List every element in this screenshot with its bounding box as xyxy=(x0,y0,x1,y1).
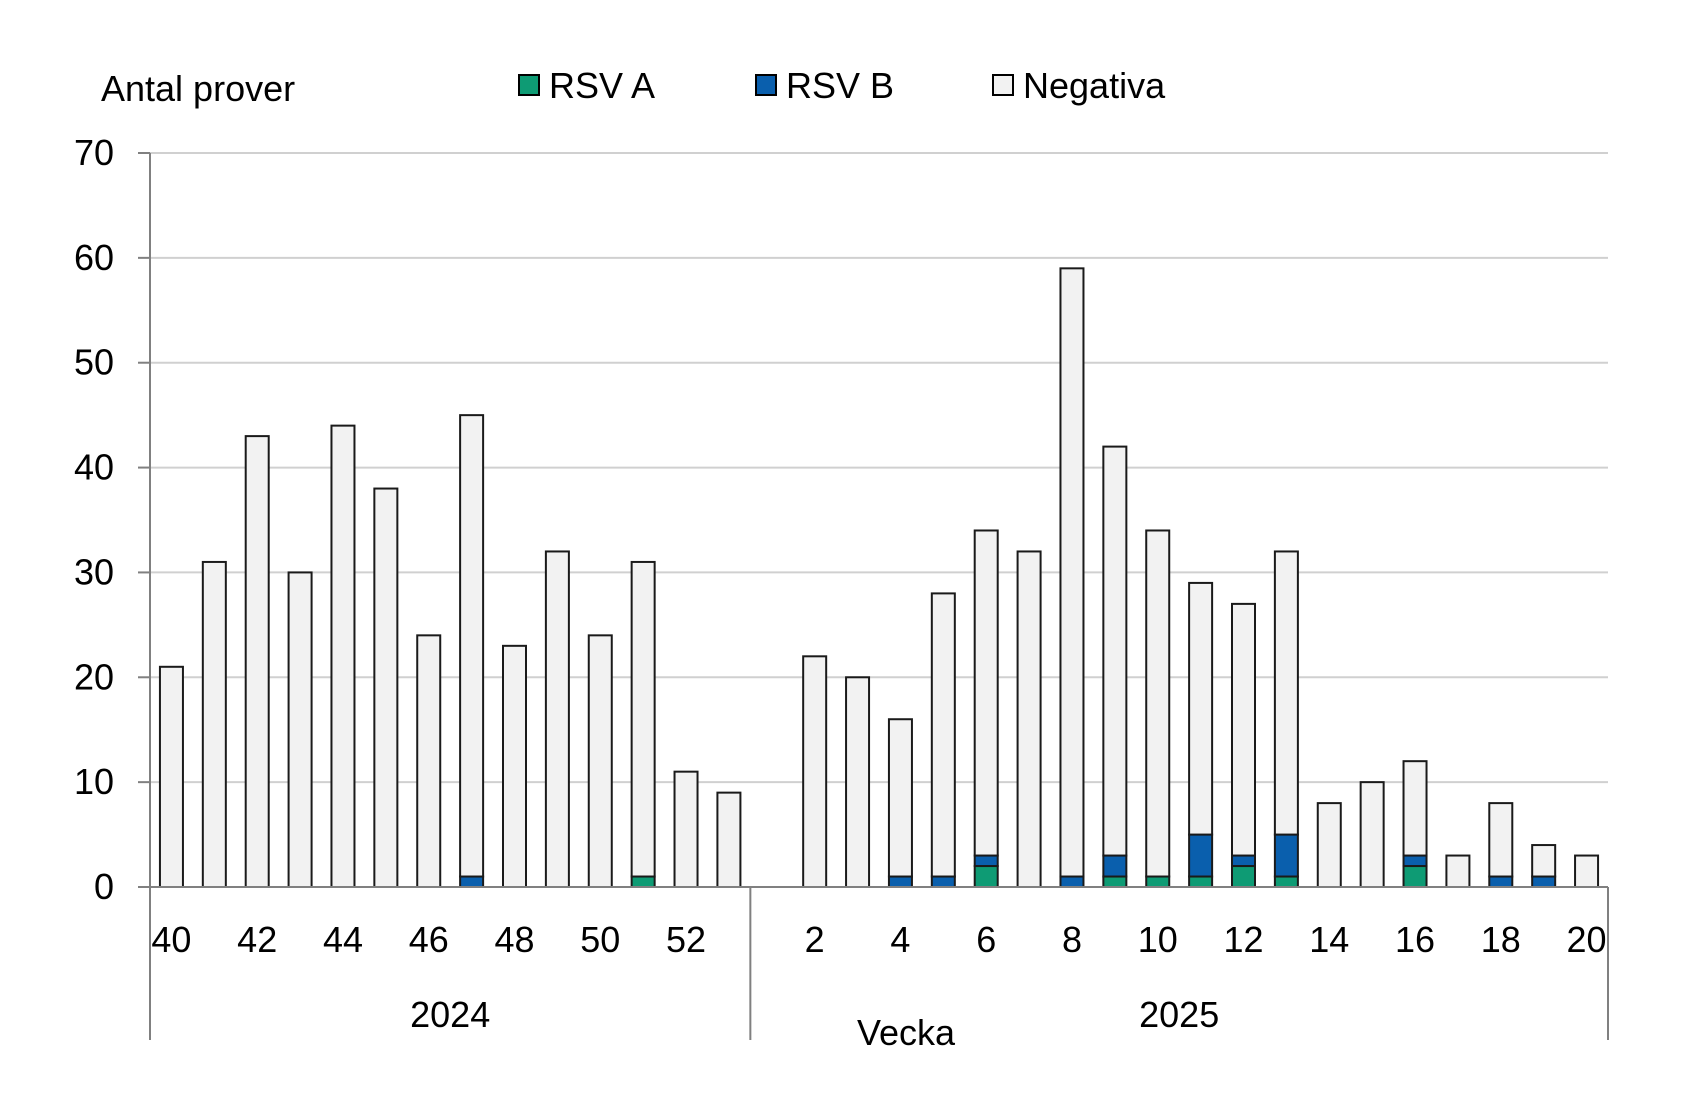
bar-rsv-b-week-12 xyxy=(1231,854,1256,868)
legend-label-negativa: Negativa xyxy=(1023,65,1166,106)
bar-negativa-week-43 xyxy=(287,571,313,889)
x-tick-label-4: 4 xyxy=(890,919,910,960)
y-tick-label-0: 0 xyxy=(94,866,114,907)
bar-rsv-b-week-4 xyxy=(887,875,913,888)
y-tick-label-10: 10 xyxy=(74,761,114,802)
legend-label-rsv-b: RSV B xyxy=(786,65,894,106)
bar-negativa-week-2 xyxy=(802,655,828,888)
y-axis-label: Antal prover xyxy=(101,68,295,109)
gridlines xyxy=(150,152,1608,784)
bar-negativa-week-7 xyxy=(1016,550,1042,888)
y-tick-label-30: 30 xyxy=(74,551,114,592)
y-tick-label-40: 40 xyxy=(74,447,114,488)
x-tick-label-16: 16 xyxy=(1395,919,1435,960)
bar-negativa-week-48 xyxy=(502,644,527,888)
x-tick-labels: 40 42 44 46 48 50 52 2 4 6 8 10 12 14 16 18 20 xyxy=(151,919,1606,960)
x-tick-label-40: 40 xyxy=(151,919,191,960)
y-tick-label-20: 20 xyxy=(74,656,114,697)
legend-label-rsv-a: RSV A xyxy=(549,65,655,106)
bar-negativa-week-12 xyxy=(1231,602,1256,857)
bar-rsv-b-week-8 xyxy=(1059,875,1085,888)
bar-negativa-week-3 xyxy=(845,676,871,888)
bar-negativa-week-14 xyxy=(1316,802,1342,888)
bar-rsv-b-week-11 xyxy=(1188,833,1214,878)
axes xyxy=(138,152,1609,1040)
year-label-2025: 2025 xyxy=(1139,994,1219,1035)
bar-rsv-b-week-47 xyxy=(459,875,485,888)
bar-negativa-week-53 xyxy=(716,791,742,889)
x-tick-label-52: 52 xyxy=(666,919,706,960)
bar-rsv-b-week-6 xyxy=(973,854,999,868)
bar-negativa-week-10 xyxy=(1145,529,1171,878)
bar-rsv-a-week-6 xyxy=(973,865,999,888)
bar-negativa-week-13 xyxy=(1273,550,1299,836)
bar-rsv-b-week-9 xyxy=(1102,854,1128,878)
bar-rsv-a-week-51 xyxy=(630,875,656,888)
x-tick-label-48: 48 xyxy=(494,919,534,960)
legend: RSV A RSV B Negativa xyxy=(518,65,1166,106)
x-tick-label-44: 44 xyxy=(323,919,363,960)
bar-negativa-week-17 xyxy=(1445,854,1471,888)
y-tick-label-60: 60 xyxy=(74,237,114,278)
x-tick-label-2: 2 xyxy=(805,919,825,960)
x-tick-label-50: 50 xyxy=(580,919,620,960)
bar-negativa-week-46 xyxy=(416,634,442,888)
bar-negativa-week-8 xyxy=(1059,267,1085,878)
bar-negativa-week-47 xyxy=(459,414,485,878)
x-tick-label-42: 42 xyxy=(237,919,277,960)
year-labels: 2024 2025 xyxy=(410,994,1219,1035)
bar-negativa-week-18 xyxy=(1488,802,1514,878)
bar-rsv-a-week-9 xyxy=(1102,875,1128,888)
bar-negativa-week-40 xyxy=(158,665,184,888)
bar-negativa-week-9 xyxy=(1102,445,1128,857)
legend-swatch-negativa xyxy=(992,74,1014,96)
bar-negativa-week-42 xyxy=(244,435,270,888)
y-tick-label-70: 70 xyxy=(74,132,114,173)
bar-rsv-b-week-5 xyxy=(930,875,956,888)
bar-rsv-a-week-11 xyxy=(1188,875,1214,888)
bar-rsv-a-week-13 xyxy=(1273,875,1299,888)
bar-negativa-week-52 xyxy=(673,770,699,889)
bar-negativa-week-41 xyxy=(201,560,227,888)
x-tick-label-10: 10 xyxy=(1138,919,1178,960)
bar-rsv-b-week-13 xyxy=(1273,833,1299,878)
bar-rsv-a-week-10 xyxy=(1145,875,1171,888)
bar-rsv-a-week-12 xyxy=(1231,865,1256,888)
bar-negativa-week-51 xyxy=(630,560,656,878)
legend-swatch-rsv-a xyxy=(518,74,540,96)
x-axis-label: Vecka xyxy=(857,1012,956,1053)
x-tick-label-20: 20 xyxy=(1567,919,1607,960)
bar-negativa-week-4 xyxy=(887,718,913,878)
y-tick-labels: 0 10 20 30 40 50 60 70 xyxy=(74,132,114,907)
x-tick-label-6: 6 xyxy=(976,919,996,960)
bar-negativa-week-49 xyxy=(544,550,570,888)
x-tick-label-8: 8 xyxy=(1062,919,1082,960)
bar-negativa-week-5 xyxy=(930,592,956,878)
bar-negativa-week-20 xyxy=(1574,854,1600,888)
bar-negativa-week-19 xyxy=(1531,844,1557,878)
y-tick-label-50: 50 xyxy=(74,342,114,383)
bar-negativa-week-16 xyxy=(1402,760,1428,857)
bar-negativa-week-15 xyxy=(1359,781,1385,889)
bar-rsv-a-week-16 xyxy=(1402,865,1428,888)
x-tick-label-46: 46 xyxy=(409,919,449,960)
x-tick-label-14: 14 xyxy=(1309,919,1349,960)
bar-negativa-week-11 xyxy=(1188,581,1214,836)
year-label-2024: 2024 xyxy=(410,994,490,1035)
bar-negativa-week-6 xyxy=(973,529,999,857)
legend-swatch-rsv-b xyxy=(755,74,777,96)
bar-rsv-b-week-16 xyxy=(1402,854,1428,868)
bar-negativa-week-44 xyxy=(330,424,356,888)
bar-rsv-b-week-18 xyxy=(1488,875,1514,888)
x-tick-label-18: 18 xyxy=(1481,919,1521,960)
bars xyxy=(158,267,1600,889)
bar-negativa-week-45 xyxy=(373,487,399,888)
x-tick-label-12: 12 xyxy=(1223,919,1263,960)
bar-rsv-b-week-19 xyxy=(1531,875,1557,888)
bar-negativa-week-50 xyxy=(587,634,613,888)
